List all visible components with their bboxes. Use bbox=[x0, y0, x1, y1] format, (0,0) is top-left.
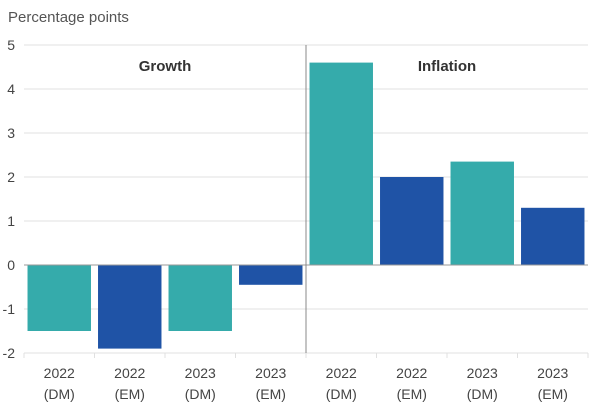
x-tick-label-group: (DM) bbox=[326, 386, 357, 402]
panel-title-inflation: Inflation bbox=[418, 58, 476, 75]
x-tick-label-year: 2022 bbox=[326, 365, 357, 381]
y-tick-label: 5 bbox=[7, 37, 15, 53]
bar-growth-2022-em bbox=[98, 265, 162, 349]
y-tick-label: 1 bbox=[7, 213, 15, 229]
bars bbox=[27, 62, 585, 349]
x-tick-label-group: (DM) bbox=[44, 386, 75, 402]
bar-growth-2022-dm bbox=[27, 265, 91, 331]
x-tick-label-year: 2023 bbox=[537, 365, 568, 381]
x-tick-label-group: (EM) bbox=[397, 386, 427, 402]
x-tick-label-year: 2023 bbox=[467, 365, 498, 381]
x-tick-label-year: 2023 bbox=[185, 365, 216, 381]
bar-inflation-2022-em bbox=[380, 177, 444, 265]
y-tick-label: 4 bbox=[7, 81, 15, 97]
y-tick-label: -2 bbox=[3, 345, 16, 361]
x-tick-label-year: 2022 bbox=[396, 365, 427, 381]
y-axis-ticks: -2 -1 0 1 2 3 4 5 bbox=[3, 37, 16, 361]
x-tick-label-year: 2022 bbox=[114, 365, 145, 381]
x-axis-ticks: 2022 (DM) 2022 (EM) 2023 (DM) 2023 (EM) 2022 (DM)… bbox=[44, 365, 569, 402]
x-tick-label-group: (DM) bbox=[185, 386, 216, 402]
y-tick-label: 0 bbox=[7, 257, 15, 273]
x-tick-label-group: (DM) bbox=[467, 386, 498, 402]
panel-titles: Growth Inflation bbox=[139, 58, 476, 75]
bar-inflation-2023-em bbox=[521, 207, 585, 265]
y-axis-label: Percentage points bbox=[8, 9, 129, 26]
bar-growth-2023-em bbox=[239, 265, 303, 285]
x-tick-label-group: (EM) bbox=[115, 386, 145, 402]
y-tick-label: 2 bbox=[7, 169, 15, 185]
x-tick-label-year: 2022 bbox=[44, 365, 75, 381]
bar-growth-2023-dm bbox=[168, 265, 232, 331]
x-tick-label-year: 2023 bbox=[255, 365, 286, 381]
axes bbox=[23, 45, 589, 358]
y-tick-label: -1 bbox=[3, 301, 16, 317]
bar-inflation-2023-dm bbox=[450, 161, 514, 265]
bar-inflation-2022-dm bbox=[309, 62, 373, 265]
x-tick-label-group: (EM) bbox=[256, 386, 286, 402]
x-tick-label-group: (EM) bbox=[538, 386, 568, 402]
panel-title-growth: Growth bbox=[139, 58, 192, 75]
y-tick-label: 3 bbox=[7, 125, 15, 141]
